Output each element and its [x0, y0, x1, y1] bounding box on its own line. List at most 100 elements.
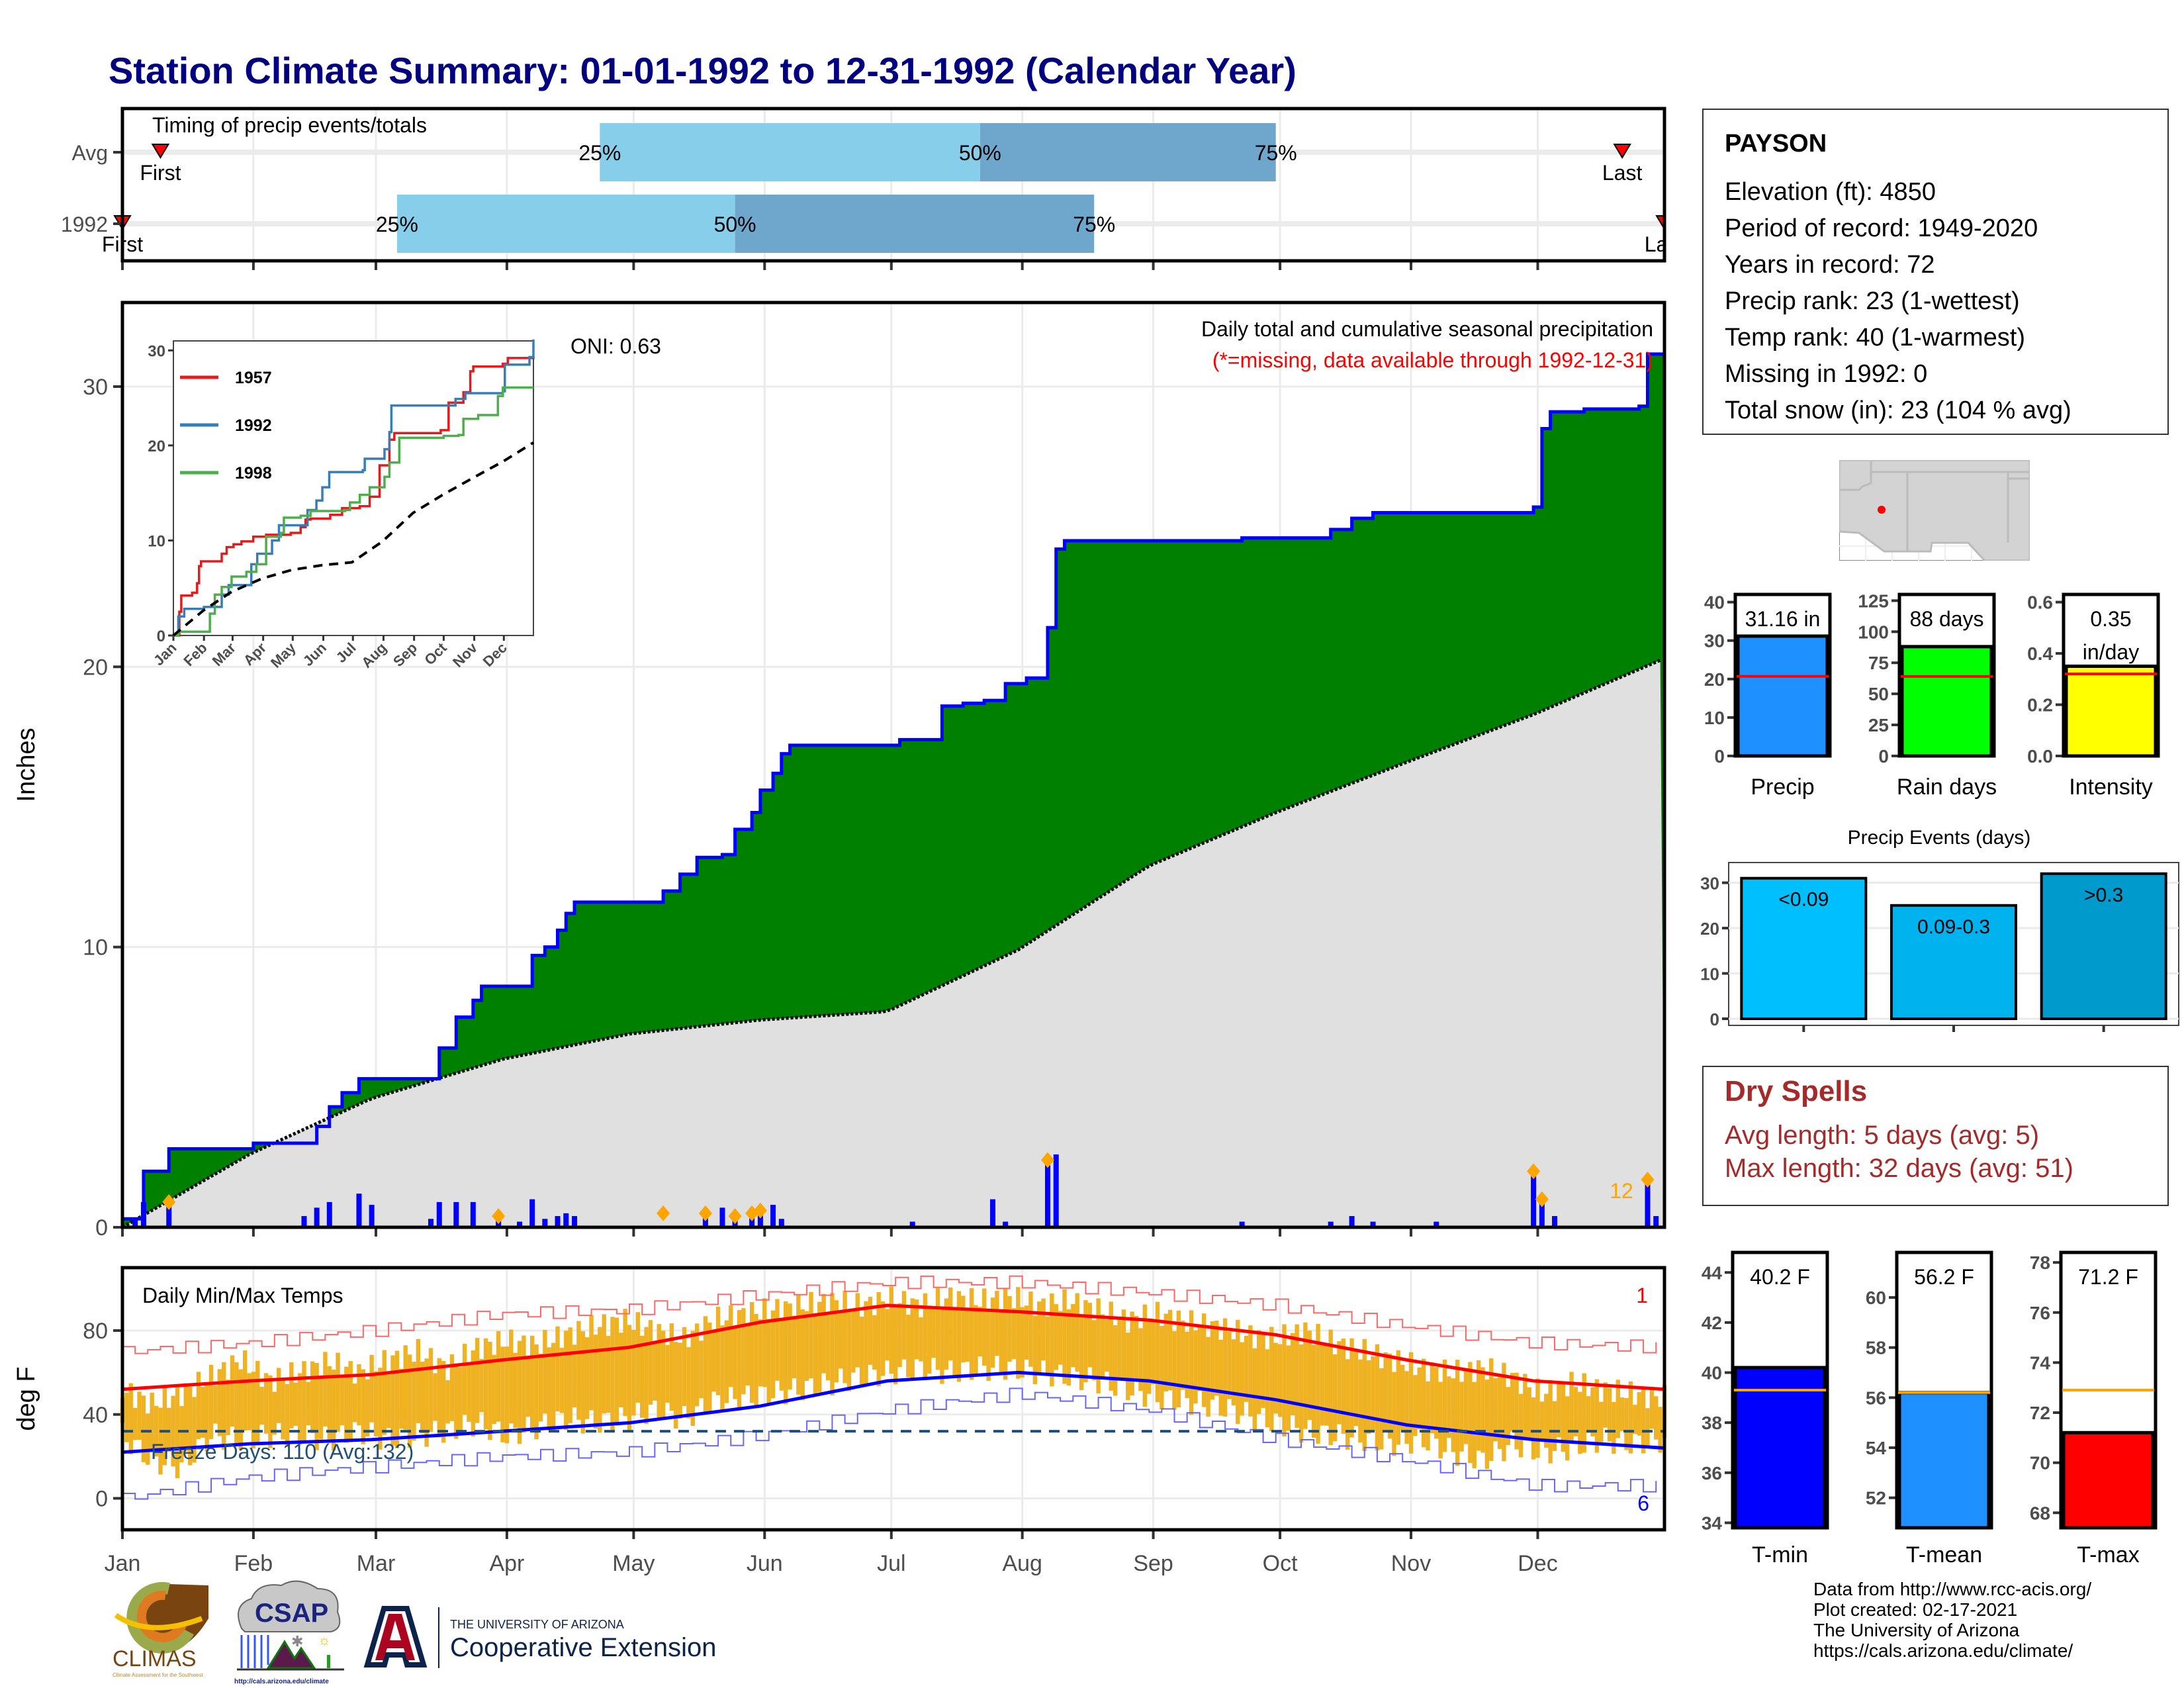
daily-temp-range-bar	[390, 1355, 395, 1446]
record-precip-marker	[657, 1205, 670, 1221]
gauge-ytick-label: 44	[1702, 1262, 1723, 1283]
daily-temp-range-bar	[720, 1325, 725, 1413]
daily-temp-range-bar	[770, 1310, 776, 1399]
daily-precip-bar	[757, 1210, 763, 1227]
daily-temp-range-bar	[479, 1358, 484, 1413]
record-high-count: 1	[1636, 1284, 1648, 1307]
daily-temp-range-bar	[1147, 1321, 1152, 1394]
daily-temp-range-bar	[403, 1345, 408, 1430]
daily-temp-range-bar	[796, 1294, 801, 1395]
inset-xtick-label: Dec	[480, 639, 510, 670]
daily-temp-range-bar	[657, 1324, 661, 1421]
daily-temp-range-bar	[1353, 1349, 1359, 1427]
daily-temp-range-bar	[1020, 1307, 1024, 1378]
daily-temp-range-bar	[547, 1347, 551, 1431]
daily-temp-range-bar	[327, 1366, 332, 1442]
daily-temp-range-bar	[488, 1341, 492, 1440]
daily-temp-range-bar	[1544, 1393, 1549, 1448]
daily-temp-range-bar	[1100, 1314, 1105, 1380]
daily-temp-range-bar	[1016, 1287, 1021, 1379]
gauge-ytick-label: 42	[1702, 1313, 1722, 1333]
gauge-ytick-label: 125	[1858, 590, 1889, 611]
events-ytick-label: 30	[1700, 874, 1719, 894]
daily-temp-range-bar	[1142, 1304, 1148, 1407]
gauge-bar-t-mean	[1897, 1391, 1991, 1530]
daily-precip-bar	[770, 1205, 776, 1227]
daily-temp-range-bar	[690, 1331, 695, 1427]
events-bar-light	[1740, 876, 1868, 1020]
climas-arc-green	[126, 1581, 194, 1654]
month-label: Dec	[1518, 1551, 1557, 1575]
daily-temp-range-bar	[234, 1362, 239, 1445]
daily-temp-range-bar	[1430, 1362, 1435, 1434]
daily-temp-range-bar	[1341, 1338, 1346, 1434]
daily-temp-range-bar	[394, 1350, 400, 1448]
daily-temp-range-bar	[1392, 1372, 1396, 1456]
location-map	[1839, 460, 2030, 561]
daily-temp-range-bar	[1079, 1317, 1084, 1391]
gauge-ytick-label: 60	[1866, 1288, 1886, 1308]
dry-spells-title: Dry Spells	[1725, 1075, 1868, 1107]
daily-temp-range-bar	[504, 1346, 510, 1444]
gauge-ytick-label: 68	[2030, 1503, 2050, 1523]
inset-ytick-label: 30	[148, 342, 165, 360]
daily-temp-range-bar	[1645, 1408, 1650, 1446]
events-bar-label: <0.09	[1778, 889, 1829, 911]
events-ytick-label: 0	[1710, 1009, 1719, 1029]
daily-temp-range-bar	[910, 1298, 915, 1380]
daily-temp-range-bar	[1438, 1382, 1443, 1459]
cumulative-1992-line	[122, 352, 1664, 1221]
daily-temp-range-bar	[940, 1308, 944, 1384]
daily-temp-range-bar	[192, 1397, 197, 1463]
events-bar-label: >0.3	[2084, 884, 2123, 906]
daily-precip-bar	[301, 1216, 307, 1227]
daily-temp-range-bar	[551, 1342, 556, 1432]
daily-temp-range-bar	[830, 1293, 835, 1396]
daily-temp-range-bar	[1231, 1339, 1236, 1406]
daily-temp-range-bar	[631, 1330, 636, 1416]
daily-temp-range-bar	[1413, 1375, 1418, 1436]
daily-precip-bar	[140, 1201, 146, 1227]
daily-temp-range-bar	[1028, 1291, 1033, 1367]
gauge-ytick-label: 56	[1866, 1387, 1886, 1408]
daily-temp-range-bar	[496, 1331, 501, 1422]
station-missing: Missing in 1992: 0	[1725, 360, 1928, 388]
daily-precip-bar	[1645, 1180, 1651, 1227]
csap-mountains	[266, 1640, 316, 1669]
daily-temp-range-bar	[572, 1344, 577, 1408]
daily-temp-range-bar	[538, 1353, 543, 1422]
precip-ytick-label: 30	[83, 375, 108, 400]
gauge-ytick-label: 38	[1702, 1413, 1722, 1433]
daily-precip-bar	[572, 1216, 578, 1227]
daily-temp-range-bar	[344, 1366, 349, 1443]
daily-temp-range-bar	[276, 1368, 281, 1423]
daily-temp-range-bar	[1193, 1330, 1198, 1404]
daily-precip-bar	[453, 1201, 459, 1227]
record-precip-marker	[1527, 1163, 1541, 1180]
events-ytick-label: 20	[1700, 919, 1719, 939]
daily-temp-range-bar	[1337, 1341, 1342, 1425]
timing-frame	[120, 107, 1666, 263]
daily-temp-range-bar	[644, 1327, 649, 1425]
daily-temp-range-bar	[737, 1310, 742, 1411]
daily-temp-range-bar	[1252, 1348, 1257, 1430]
daily-precip-bar	[778, 1219, 784, 1227]
timing-pct-label: 25%	[376, 212, 418, 236]
daily-temp-range-bar	[1054, 1304, 1058, 1370]
daily-temp-range-bar	[868, 1296, 873, 1365]
daily-temp-range-bar	[1269, 1327, 1274, 1431]
csap-url: http://cals.arizona.edu/climate	[234, 1678, 329, 1685]
daily-temp-range-bar	[509, 1329, 514, 1424]
daily-temp-range-bar	[855, 1293, 860, 1368]
daily-temp-range-bar	[217, 1369, 222, 1436]
dry-spells-box: Dry Spells Avg length: 5 days (avg: 5) M…	[1702, 1066, 2169, 1206]
daily-temp-range-bar	[1037, 1301, 1042, 1374]
daily-temp-range-bar	[1320, 1343, 1325, 1426]
daily-temp-range-bar	[1531, 1397, 1536, 1460]
daily-temp-range-bar	[1468, 1362, 1473, 1464]
last-marker-icon	[1613, 144, 1631, 159]
inset-frame	[173, 340, 534, 636]
gauge-category-label: T-mean	[1906, 1542, 1982, 1568]
daily-temp-range-bar	[978, 1307, 983, 1357]
